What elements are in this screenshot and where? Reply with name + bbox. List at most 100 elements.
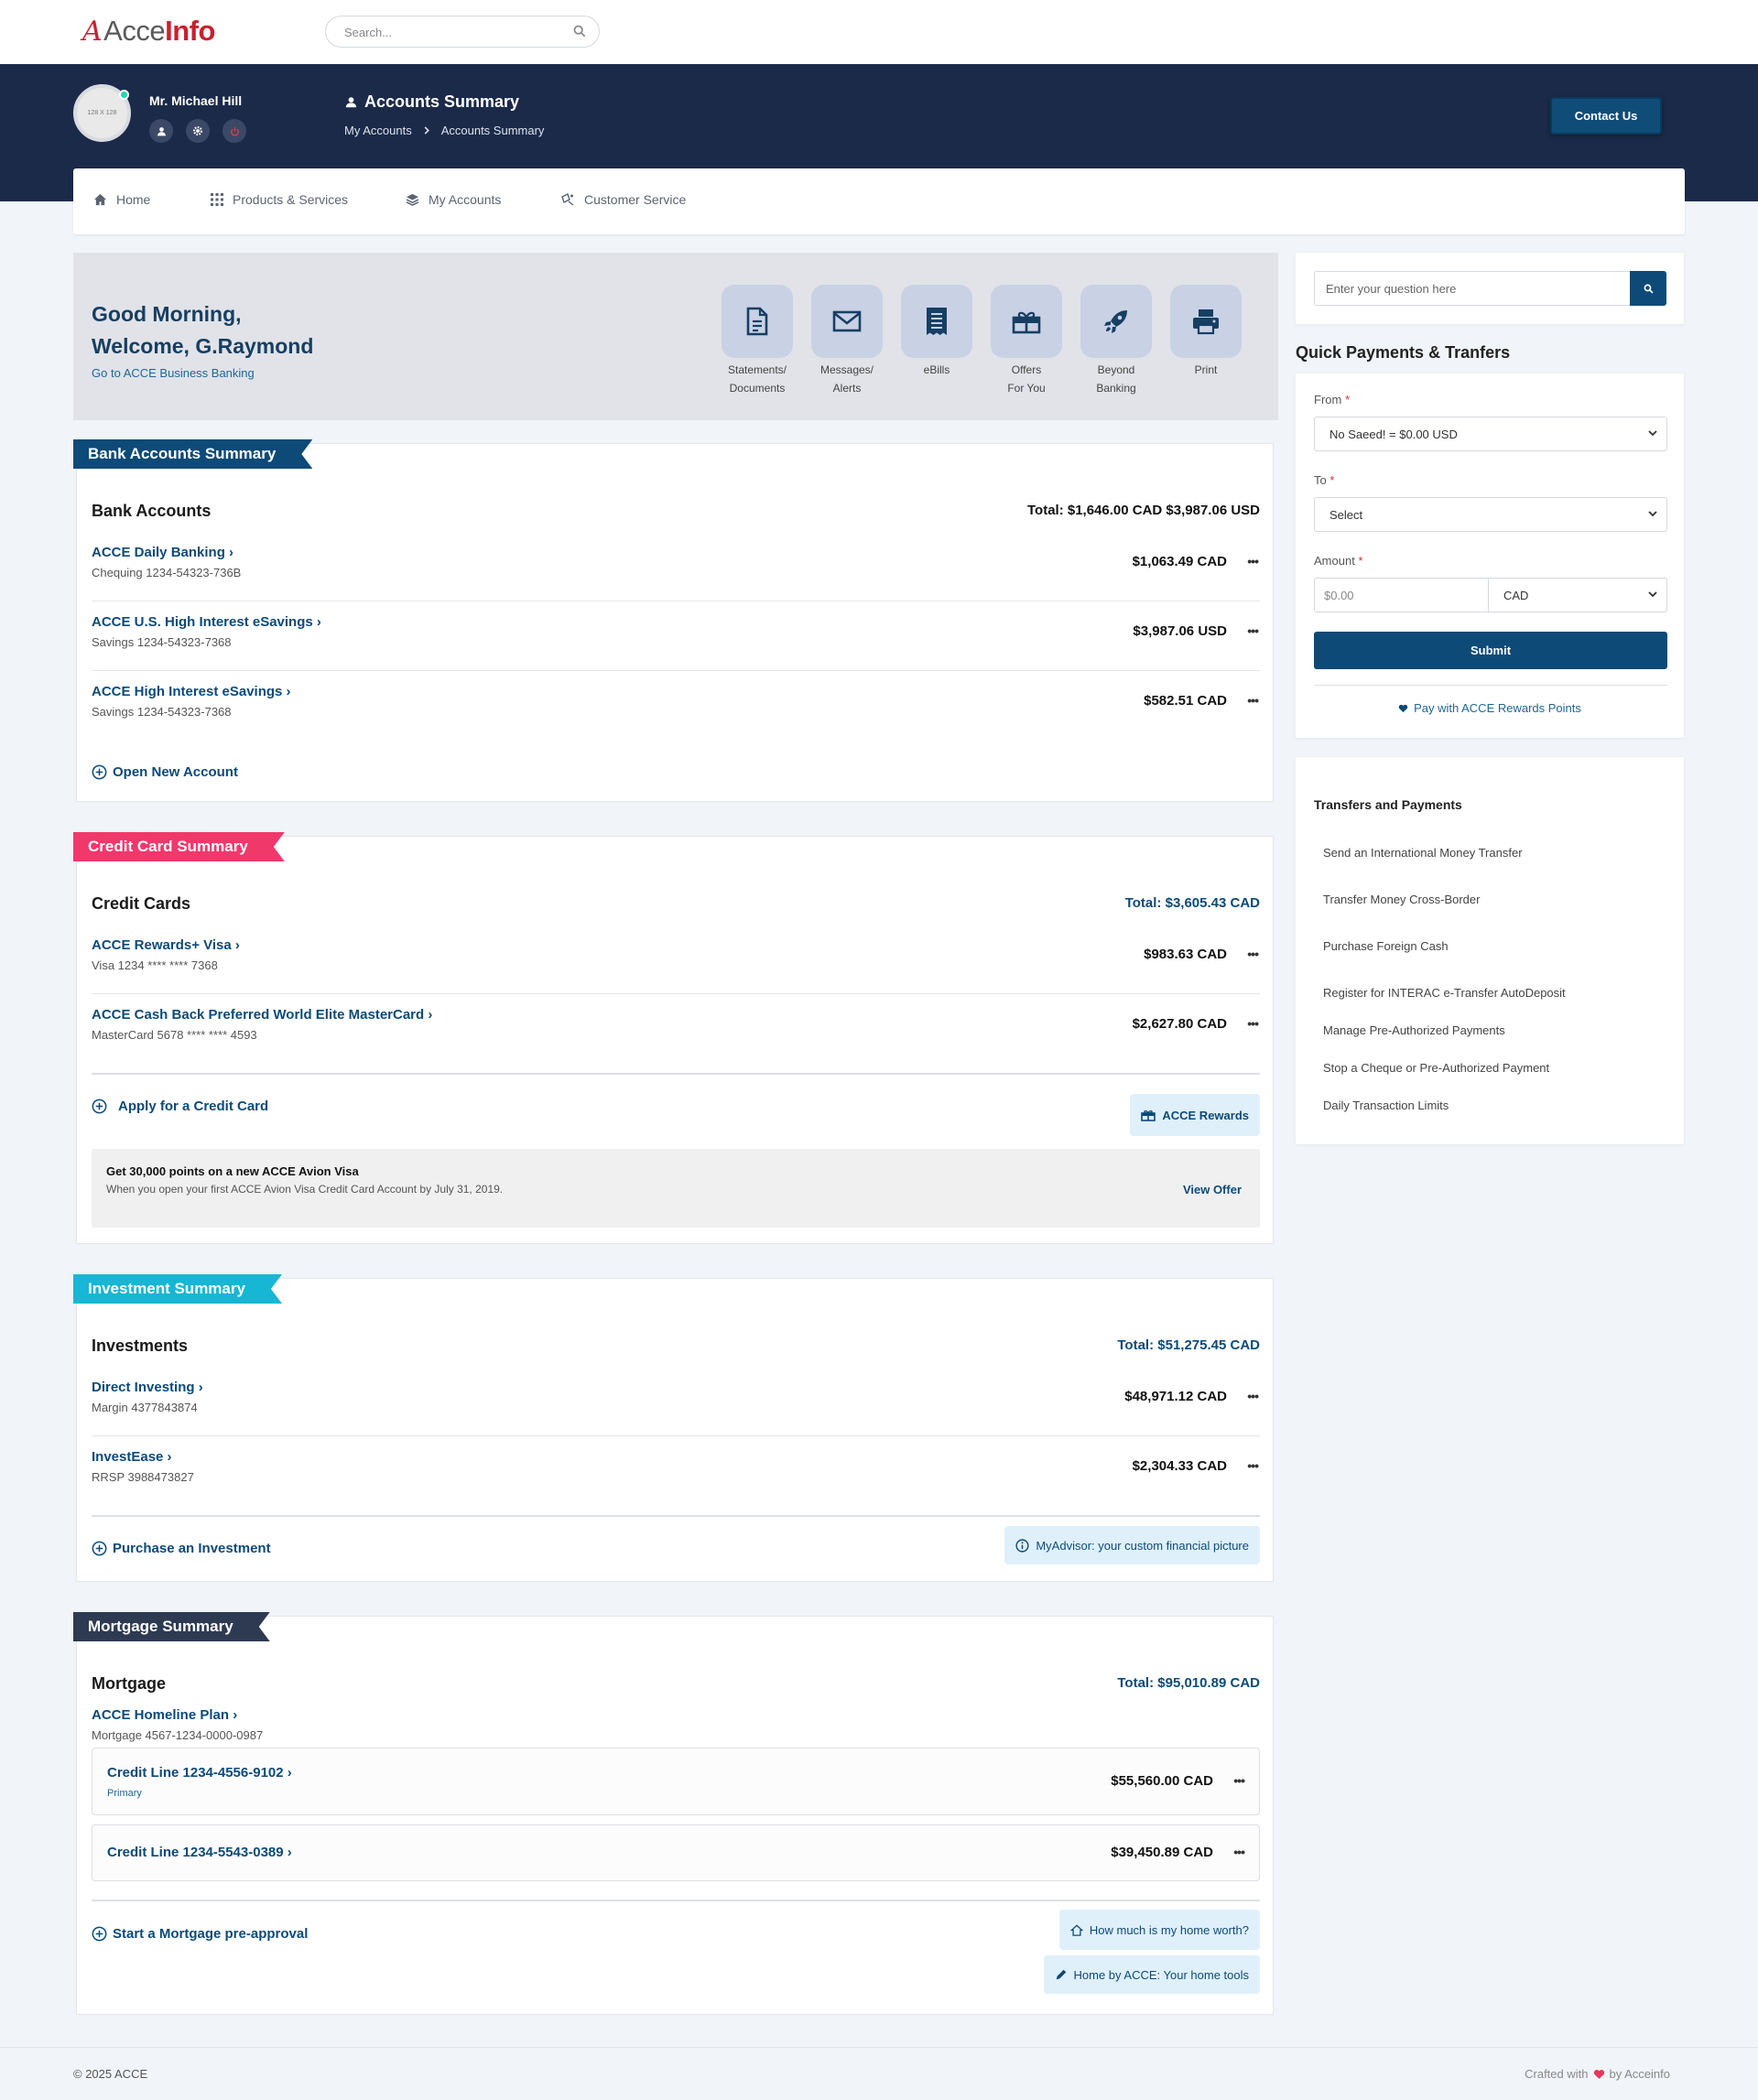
quick-action-label: Documents <box>729 382 786 395</box>
credit-line-name[interactable]: Credit Line 1234-5543-0389 <box>107 1845 284 1860</box>
purchase-investment-link[interactable]: Purchase an Investment <box>92 1541 271 1556</box>
tp-link[interactable]: Stop a Cheque or Pre-Authorized Payment <box>1323 1061 1550 1075</box>
greeting-line-2: Welcome, G.Raymond <box>92 334 314 358</box>
breadcrumb-my-accounts[interactable]: My Accounts <box>344 124 412 137</box>
bank-accounts-title: Bank Accounts <box>92 502 212 520</box>
tp-link[interactable]: Transfer Money Cross-Border <box>1323 893 1481 906</box>
card-name[interactable]: ACCE Rewards+ Visa <box>92 937 232 953</box>
home-icon <box>1069 1923 1083 1936</box>
grid-icon <box>211 193 223 206</box>
crafted-post[interactable]: by Acceinfo <box>1609 2067 1671 2081</box>
amount-input[interactable]: $0.00 <box>1314 578 1489 612</box>
mortgage-preapproval-link[interactable]: Start a Mortgage pre-approval <box>92 1926 308 1942</box>
bank-accounts-ribbon: Bank Accounts Summary <box>73 439 312 469</box>
currency-select[interactable]: CAD <box>1488 578 1667 612</box>
credit-line-balance: $39,450.89 CAD <box>1111 1845 1213 1860</box>
search-icon[interactable] <box>573 25 586 38</box>
profile-icon[interactable] <box>149 119 173 143</box>
card-name[interactable]: ACCE Cash Back Preferred World Elite Mas… <box>92 1007 425 1023</box>
question-input[interactable]: Enter your question here <box>1314 271 1630 306</box>
mortgage-preapproval-label: Start a Mortgage pre-approval <box>113 1926 309 1942</box>
myadvisor-button[interactable]: MyAdvisor: your custom financial picture <box>1004 1526 1260 1564</box>
more-options-icon[interactable]: ••• <box>1247 1389 1259 1403</box>
credit-line-row[interactable]: Credit Line 1234-4556-9102 › Primary $55… <box>92 1748 1260 1815</box>
search-input[interactable]: Search... <box>325 16 600 48</box>
card-balance: $2,627.80 CAD <box>1132 1016 1227 1032</box>
business-banking-link[interactable]: Go to ACCE Business Banking <box>92 366 255 380</box>
bank-account-row[interactable]: ACCE U.S. High Interest eSavings › Savin… <box>92 601 1260 671</box>
investment-row[interactable]: InvestEase › RRSP 3988473827 $2,304.33 C… <box>92 1449 1259 1484</box>
amount-placeholder: $0.00 <box>1324 589 1354 602</box>
credit-card-card: Credit Cards Total: $3,605.43 CAD ACCE R… <box>76 836 1274 1244</box>
footer: © 2025 ACCE Crafted with by Acceinfo <box>0 2047 1758 2100</box>
quick-action-label: Messages/ <box>819 363 874 376</box>
view-offer-link[interactable]: View Offer <box>1182 1183 1242 1196</box>
bank-account-row[interactable]: ACCE High Interest eSavings › Savings 12… <box>92 684 1259 719</box>
quick-action-print[interactable]: Print <box>1169 285 1243 379</box>
investment-row[interactable]: Direct Investing › Margin 4377843874 $48… <box>92 1367 1260 1436</box>
section-divider <box>92 1900 1260 1901</box>
acceinfo-logo[interactable]: A Acce Info <box>82 15 215 48</box>
avatar[interactable]: 128 X 128 <box>73 84 131 142</box>
credit-card-row[interactable]: ACCE Cash Back Preferred World Elite Mas… <box>92 1007 1259 1042</box>
heart-icon <box>1398 704 1408 712</box>
question-search-button[interactable] <box>1630 271 1666 306</box>
account-name[interactable]: ACCE U.S. High Interest eSavings <box>92 614 313 630</box>
contact-us-button[interactable]: Contact Us <box>1550 97 1662 135</box>
account-name[interactable]: ACCE High Interest eSavings <box>92 684 283 699</box>
bank-account-row[interactable]: ACCE Daily Banking › Chequing 1234-54323… <box>92 532 1260 601</box>
nav-item-my-accounts[interactable]: My Accounts <box>406 192 501 207</box>
more-options-icon[interactable]: ••• <box>1247 623 1259 638</box>
investment-name[interactable]: InvestEase <box>92 1449 164 1465</box>
top-bar: A Acce Info Search... <box>0 0 1758 64</box>
more-options-icon[interactable]: ••• <box>1247 1016 1259 1031</box>
account-number: Savings 1234-54323-7368 <box>92 705 232 719</box>
investment-name[interactable]: Direct Investing <box>92 1380 195 1395</box>
info-icon <box>1015 1538 1029 1553</box>
more-options-icon[interactable]: ••• <box>1247 1458 1259 1473</box>
nav-item-customer-service[interactable]: Customer Service <box>560 192 686 207</box>
quick-action-offers[interactable]: Offers For You <box>990 285 1063 397</box>
settings-gear-icon[interactable] <box>186 119 210 143</box>
tp-link[interactable]: Register for INTERAC e-Transfer AutoDepo… <box>1323 986 1566 1000</box>
card-number: Visa 1234 **** **** 7368 <box>92 958 218 972</box>
quick-action-beyond-banking[interactable]: Beyond Banking <box>1080 285 1153 397</box>
account-name[interactable]: ACCE Daily Banking <box>92 545 225 560</box>
nav-item-products-services[interactable]: Products & Services <box>211 192 348 207</box>
document-icon <box>746 307 768 336</box>
more-options-icon[interactable]: ••• <box>1247 693 1259 708</box>
home-tools-button[interactable]: Home by ACCE: Your home tools <box>1043 1955 1260 1994</box>
plus-circle-icon <box>92 1099 107 1114</box>
more-options-icon[interactable]: ••• <box>1233 1845 1245 1859</box>
user-actions <box>149 119 246 143</box>
quick-action-ebills[interactable]: eBills <box>900 285 973 379</box>
quick-action-label: Print <box>1194 363 1218 376</box>
open-new-account-link[interactable]: Open New Account <box>92 764 238 780</box>
acce-rewards-button[interactable]: ACCE Rewards <box>1130 1094 1260 1136</box>
mortgage-plan-link[interactable]: ACCE Homeline Plan › <box>92 1707 238 1723</box>
quick-action-label: Beyond <box>1097 363 1135 376</box>
promo-banner: Get 30,000 points on a new ACCE Avion Vi… <box>92 1149 1260 1228</box>
home-worth-button[interactable]: How much is my home worth? <box>1058 1910 1260 1950</box>
tp-link[interactable]: Manage Pre-Authorized Payments <box>1323 1023 1505 1037</box>
apply-credit-card-link[interactable]: Apply for a Credit Card <box>92 1099 268 1114</box>
credit-line-row[interactable]: Credit Line 1234-5543-0389 › $39,450.89 … <box>92 1824 1260 1881</box>
quick-action-statements[interactable]: Statements/Documents <box>721 285 794 397</box>
credit-line-name[interactable]: Credit Line 1234-4556-9102 <box>107 1765 284 1781</box>
nav-item-home[interactable]: Home <box>93 192 150 207</box>
tp-link[interactable]: Send an International Money Transfer <box>1323 846 1523 860</box>
more-options-icon[interactable]: ••• <box>1233 1773 1245 1788</box>
nav-item-label: Home <box>116 192 151 207</box>
submit-button[interactable]: Submit <box>1314 632 1667 669</box>
from-account-select[interactable]: No Saeed! = $0.00 USD <box>1314 417 1667 451</box>
pay-with-rewards-link[interactable]: Pay with ACCE Rewards Points <box>1296 701 1684 715</box>
to-account-select[interactable]: Select <box>1314 497 1667 532</box>
quick-action-messages[interactable]: Messages/Alerts <box>810 285 884 397</box>
more-options-icon[interactable]: ••• <box>1247 947 1259 961</box>
tp-link[interactable]: Purchase Foreign Cash <box>1323 939 1449 953</box>
credit-card-row[interactable]: ACCE Rewards+ Visa › Visa 1234 **** ****… <box>92 925 1260 994</box>
power-icon[interactable] <box>222 119 246 143</box>
copyright: © 2025 ACCE <box>73 2067 148 2081</box>
more-options-icon[interactable]: ••• <box>1247 554 1259 568</box>
tp-link[interactable]: Daily Transaction Limits <box>1323 1099 1449 1112</box>
